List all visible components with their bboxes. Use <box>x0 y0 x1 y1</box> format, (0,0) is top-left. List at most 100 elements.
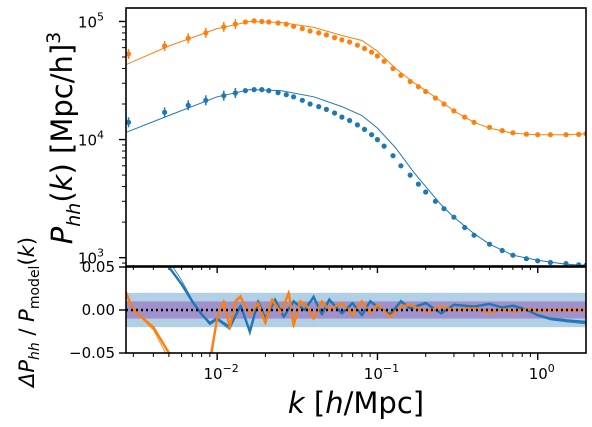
data-point <box>259 87 265 93</box>
data-point <box>354 122 360 128</box>
data-point <box>316 104 322 110</box>
data-point <box>451 108 457 114</box>
data-point <box>407 78 413 85</box>
top-y-axis-label: Phh(k) [Mpc/h]3 <box>43 32 85 245</box>
data-point <box>307 101 313 107</box>
model-line-1 <box>126 20 586 136</box>
bottom-y-axis-label: ΔPhh / Pmodel(k) <box>15 237 43 389</box>
data-point <box>323 32 329 38</box>
y-tick-label: 0.00 <box>82 301 115 319</box>
data-point <box>499 247 505 254</box>
data-point <box>369 132 375 138</box>
data-point <box>415 84 421 90</box>
data-point <box>535 132 541 138</box>
data-point <box>283 92 289 98</box>
data-point <box>126 51 132 57</box>
data-point <box>361 126 368 132</box>
data-point <box>275 90 281 96</box>
data-point <box>347 39 353 45</box>
y-tick-label: 105 <box>78 10 104 31</box>
residuals-panel: −0.05 0.00 0.05 10−2 10−1 100 ΔPhh / Pmodel(… <box>15 237 587 420</box>
data-point <box>242 88 248 94</box>
data-point <box>390 65 396 72</box>
residual-series <box>126 267 586 353</box>
data-point <box>390 153 396 159</box>
data-point <box>381 143 387 149</box>
data-point <box>347 117 353 124</box>
bottom-y-ticks: −0.05 0.00 0.05 <box>69 258 126 362</box>
data-point <box>283 21 289 27</box>
x-tick-label: 100 <box>529 362 555 383</box>
data-point <box>232 90 238 96</box>
power-spectrum-series <box>126 18 586 266</box>
data-point <box>451 214 457 220</box>
data-point <box>266 19 272 25</box>
data-point <box>523 131 530 137</box>
y-tick-label: −0.05 <box>69 344 115 362</box>
x-axis-label: k [h/Mpc] <box>288 386 424 420</box>
residual-line-thin-1 <box>172 267 586 337</box>
data-point <box>471 119 477 125</box>
data-point <box>162 43 168 49</box>
data-point <box>299 97 305 103</box>
data-point <box>381 58 387 64</box>
data-point <box>185 35 191 41</box>
y-tick-label: 103 <box>78 247 104 268</box>
data-point <box>374 137 380 143</box>
data-point <box>547 259 554 266</box>
data-point <box>126 119 132 125</box>
data-point <box>369 49 375 55</box>
top-y-ticks: 103 104 105 <box>78 10 126 268</box>
data-point <box>432 95 438 101</box>
data-point <box>407 172 413 178</box>
data-point <box>323 106 329 112</box>
data-point <box>441 101 447 107</box>
data-point <box>299 26 305 32</box>
data-point <box>462 224 468 231</box>
data-point <box>423 88 429 95</box>
data-point <box>251 18 257 24</box>
data-point <box>242 19 248 25</box>
data-point <box>432 198 438 204</box>
data-point <box>332 35 338 41</box>
data-point <box>259 18 265 25</box>
y-tick-label: 104 <box>78 129 104 150</box>
data-point <box>398 72 404 78</box>
data-point <box>251 87 257 93</box>
data-point <box>203 97 209 103</box>
data-point <box>332 110 338 116</box>
data-point <box>441 206 447 212</box>
data-point <box>354 42 360 48</box>
data-point <box>266 88 272 94</box>
data-point <box>486 124 493 130</box>
data-point <box>423 189 429 195</box>
data-point <box>162 109 168 115</box>
y-tick-label: 0.05 <box>82 258 115 276</box>
data-point <box>563 132 569 138</box>
top-axes-frame <box>125 7 587 267</box>
data-point <box>232 21 238 27</box>
data-point <box>510 130 516 136</box>
data-point <box>221 93 227 99</box>
data-point <box>339 114 345 120</box>
data-point <box>415 181 421 187</box>
data-point <box>398 163 404 169</box>
data-point <box>486 241 493 247</box>
data-point <box>361 45 368 52</box>
data-point <box>471 232 477 238</box>
data-point <box>339 37 345 43</box>
power-spectrum-panel: 103 104 105 Phh(k) [Mpc/h]3 <box>43 7 587 273</box>
data-point <box>523 256 530 262</box>
bottom-x-ticks: 10−2 10−1 100 <box>132 353 555 383</box>
data-point <box>291 94 297 100</box>
data-point <box>316 30 322 36</box>
data-point <box>499 128 505 134</box>
data-point <box>185 102 191 108</box>
data-point <box>275 20 281 26</box>
data-point <box>462 114 468 120</box>
x-tick-label: 10−2 <box>203 362 238 383</box>
data-point <box>563 261 569 266</box>
data-point <box>291 23 297 29</box>
data-point <box>576 262 582 266</box>
